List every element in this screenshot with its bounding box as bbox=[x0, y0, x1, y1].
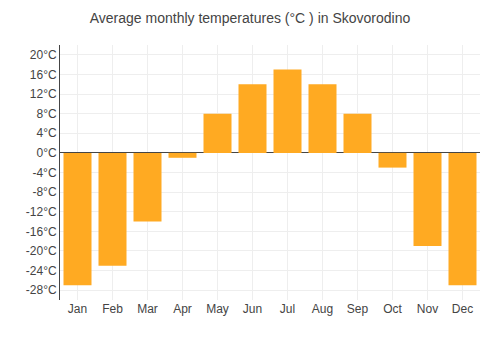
svg-text:Jul: Jul bbox=[280, 302, 295, 316]
svg-text:-24°C: -24°C bbox=[26, 264, 57, 278]
svg-text:May: May bbox=[206, 302, 229, 316]
svg-text:Sep: Sep bbox=[347, 302, 369, 316]
svg-text:4°C: 4°C bbox=[36, 126, 56, 140]
svg-text:-12°C: -12°C bbox=[26, 205, 57, 219]
svg-text:Nov: Nov bbox=[417, 302, 438, 316]
svg-text:Feb: Feb bbox=[102, 302, 123, 316]
svg-text:16°C: 16°C bbox=[30, 68, 57, 82]
svg-text:12°C: 12°C bbox=[30, 87, 57, 101]
svg-text:Oct: Oct bbox=[383, 302, 402, 316]
svg-text:0°C: 0°C bbox=[36, 146, 56, 160]
svg-text:-16°C: -16°C bbox=[26, 225, 57, 239]
svg-text:Jun: Jun bbox=[243, 302, 262, 316]
svg-text:Mar: Mar bbox=[137, 302, 158, 316]
svg-text:-28°C: -28°C bbox=[26, 283, 57, 297]
svg-text:Dec: Dec bbox=[452, 302, 473, 316]
svg-text:Apr: Apr bbox=[173, 302, 192, 316]
svg-text:Aug: Aug bbox=[312, 302, 333, 316]
svg-text:Jan: Jan bbox=[68, 302, 87, 316]
svg-text:-20°C: -20°C bbox=[26, 244, 57, 258]
svg-text:-8°C: -8°C bbox=[32, 185, 56, 199]
svg-text:20°C: 20°C bbox=[30, 48, 57, 62]
svg-text:Average monthly temperatures (: Average monthly temperatures (°C ) in Sk… bbox=[90, 10, 411, 26]
svg-text:-4°C: -4°C bbox=[32, 166, 56, 180]
svg-text:8°C: 8°C bbox=[36, 107, 56, 121]
